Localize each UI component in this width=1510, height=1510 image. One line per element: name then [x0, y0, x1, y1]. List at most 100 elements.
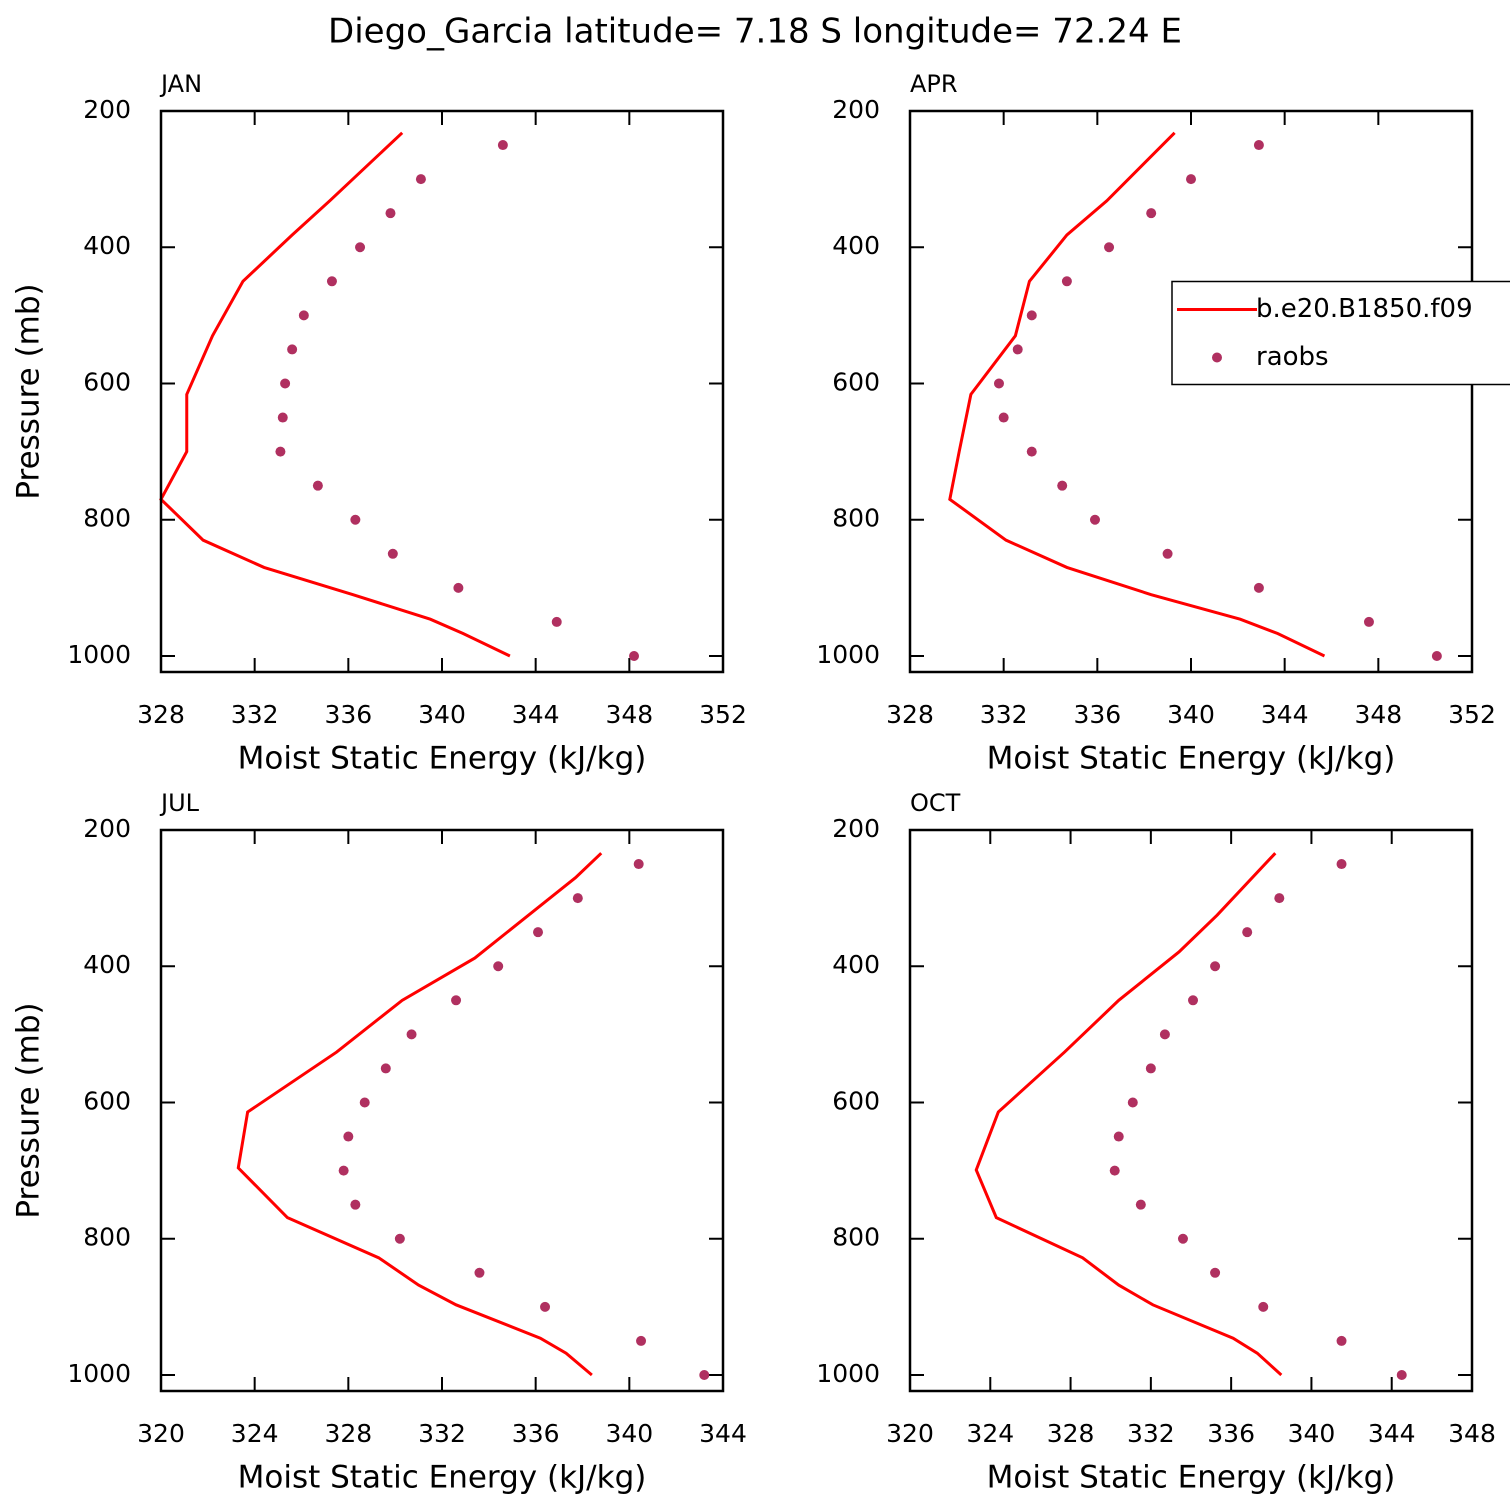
y-tick-label: 400 — [832, 950, 880, 979]
y-tick-label: 1000 — [67, 640, 131, 669]
plot-frame — [159, 828, 725, 1393]
obs-point — [1336, 1335, 1347, 1346]
obs-point — [387, 548, 398, 559]
obs-point — [1162, 548, 1173, 559]
x-tick-label: 344 — [1261, 700, 1309, 729]
x-axis-label: Moist Static Energy (kJ/kg) — [987, 1460, 1396, 1496]
y-tick-label: 600 — [832, 367, 880, 396]
x-tick-label: 340 — [418, 700, 466, 729]
obs-point — [1146, 208, 1157, 219]
panel: JAN 328 332 336 340 344 348 352 200 400 600 800 1000… — [11, 70, 747, 777]
obs-point — [280, 378, 291, 389]
obs-point — [1253, 582, 1264, 593]
x-tick-label: 344 — [1368, 1419, 1416, 1448]
x-tick-label: 340 — [605, 1419, 653, 1448]
y-tick-label: 400 — [83, 231, 131, 260]
x-tick-label: 320 — [137, 1419, 185, 1448]
y-tick-label: 800 — [832, 504, 880, 533]
obs-point — [699, 1369, 710, 1380]
x-tick-label: 348 — [605, 700, 653, 729]
obs-point — [355, 242, 366, 253]
plot-frame — [908, 828, 1474, 1393]
x-axis-label: Moist Static Energy (kJ/kg) — [987, 741, 1396, 777]
obs-point — [394, 1233, 405, 1244]
model-line — [948, 131, 1326, 658]
obs-point — [1026, 446, 1037, 457]
obs-point — [350, 514, 361, 525]
obs-point — [277, 412, 288, 423]
x-tick-label: 332 — [418, 1419, 466, 1448]
y-tick-label: 1000 — [816, 1359, 880, 1388]
y-tick-label: 400 — [83, 950, 131, 979]
x-tick-label: 324 — [231, 1419, 279, 1448]
y-tick-label: 600 — [83, 1086, 131, 1115]
y-tick-label: 800 — [83, 1223, 131, 1252]
y-tick-label: 1000 — [67, 1359, 131, 1388]
panel: APR 328 332 336 340 344 348 352 200 400 600 800 1000… — [816, 70, 1510, 777]
obs-point — [1109, 1165, 1120, 1176]
obs-point — [451, 995, 462, 1006]
x-tick-label: 336 — [1073, 700, 1121, 729]
x-tick-label: 336 — [512, 1419, 560, 1448]
panel-title: APR — [910, 70, 958, 98]
model-line — [974, 852, 1283, 1377]
x-tick-label: 332 — [980, 700, 1028, 729]
x-tick-label: 328 — [324, 1419, 372, 1448]
obs-point — [633, 859, 644, 870]
y-tick-label: 800 — [83, 504, 131, 533]
obs-point — [474, 1267, 485, 1278]
y-axis-label: Pressure (mb) — [11, 283, 47, 499]
y-axis-label: Pressure (mb) — [11, 1002, 47, 1218]
obs-point — [493, 961, 504, 972]
obs-point — [385, 208, 396, 219]
obs-point — [359, 1097, 370, 1108]
obs-point — [497, 140, 508, 151]
obs-point — [572, 893, 583, 904]
obs-point — [1336, 859, 1347, 870]
y-tick-label: 1000 — [816, 640, 880, 669]
x-axis-label: Moist Static Energy (kJ/kg) — [238, 741, 647, 777]
obs-point — [338, 1165, 349, 1176]
obs-point — [1057, 480, 1068, 491]
obs-point — [533, 927, 544, 938]
model-line — [236, 852, 603, 1377]
obs-point — [1127, 1097, 1138, 1108]
x-tick-label: 344 — [699, 1419, 747, 1448]
x-tick-label: 348 — [1448, 1419, 1496, 1448]
x-tick-label: 328 — [886, 700, 934, 729]
obs-point — [1177, 1233, 1188, 1244]
plot-frame — [908, 109, 1474, 674]
obs-point — [406, 1029, 417, 1040]
obs-point — [1210, 1267, 1221, 1278]
figure-title: Diego_Garcia latitude= 7.18 S longitude=… — [328, 12, 1182, 52]
y-tick-label: 200 — [83, 95, 131, 124]
obs-point — [998, 412, 1009, 423]
x-tick-label: 352 — [1448, 700, 1496, 729]
x-tick-label: 328 — [1047, 1419, 1095, 1448]
obs-point — [1242, 927, 1253, 938]
x-tick-label: 340 — [1167, 700, 1215, 729]
x-tick-label: 348 — [1354, 700, 1402, 729]
obs-point — [629, 650, 640, 661]
y-tick-label: 200 — [832, 95, 880, 124]
obs-point — [298, 310, 309, 321]
panel-title: JAN — [159, 70, 202, 98]
obs-point — [1159, 1029, 1170, 1040]
obs-point — [551, 616, 562, 627]
panel: OCT 320 324 328 332 336 340 344 348 200 400 600 800 1… — [816, 789, 1495, 1496]
obs-point — [636, 1335, 647, 1346]
obs-point — [540, 1301, 551, 1312]
y-tick-label: 200 — [83, 814, 131, 843]
obs-point — [1253, 140, 1264, 151]
x-tick-label: 332 — [231, 700, 279, 729]
x-tick-label: 340 — [1288, 1419, 1336, 1448]
y-tick-label: 600 — [83, 367, 131, 396]
x-tick-label: 344 — [512, 700, 560, 729]
legend-box — [1171, 280, 1510, 386]
obs-point — [1210, 961, 1221, 972]
x-tick-label: 324 — [966, 1419, 1014, 1448]
obs-point — [1061, 276, 1072, 287]
obs-point — [1431, 650, 1442, 661]
legend-label: b.e20.B1850.f09 — [1256, 294, 1473, 324]
